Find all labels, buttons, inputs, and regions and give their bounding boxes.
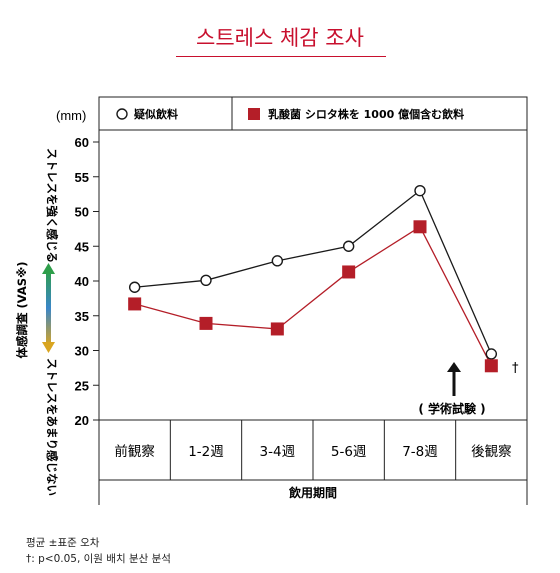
- placebo-point: [200, 274, 212, 287]
- exam-annotation: ( 学術試験 ): [418, 362, 486, 416]
- y-axis-arrow-up-head: [42, 263, 55, 274]
- y-tick-label: 50: [75, 205, 89, 220]
- y-tick-label: 35: [75, 309, 89, 324]
- y-axis-bottom-label: ストレスをあまり感じない: [45, 358, 59, 496]
- category-label: 後観察: [471, 443, 512, 460]
- series-layer: [128, 184, 498, 373]
- active-point: [342, 265, 356, 279]
- legend-placebo-label: 疑似飲料: [134, 107, 178, 121]
- y-tick-label: 30: [75, 344, 89, 359]
- y-tick-label: 45: [75, 239, 89, 254]
- placebo-point: [414, 184, 426, 197]
- placebo-point: [485, 348, 498, 360]
- y-axis-arrow-down-head: [42, 342, 55, 353]
- category-label: 前観察: [114, 443, 155, 460]
- y-axis-top-label: ストレスを強く感じる: [45, 148, 59, 263]
- active-point: [270, 322, 284, 336]
- placebo-point: [342, 240, 355, 252]
- chart: (mm) 疑似飲料 乳酸菌 シロタ株を 1000 億個含む飲料 ストレスを強く感…: [15, 96, 528, 505]
- exam-label: ( 学術試験 ): [418, 401, 485, 416]
- category-label: 3-4週: [260, 444, 296, 460]
- title-divider: [176, 56, 386, 57]
- y-tick-label: 55: [75, 170, 89, 185]
- footnotes: 평균 ±표준 오차 †: p<0.05, 이원 배치 분산 분석: [26, 535, 171, 567]
- page-title: 스트레스 체감 조사: [196, 26, 364, 50]
- category-label: 5-6週: [331, 444, 367, 460]
- footnote-mean-se: 평균 ±표준 오차: [26, 537, 100, 549]
- legend-active-label: 乳酸菌 シロタ株を 1000 億個含む飲料: [268, 107, 464, 121]
- y-tick-label: 60: [75, 135, 89, 150]
- y-tick-label: 25: [75, 378, 89, 393]
- x-axis-title: 飲用期間: [288, 485, 337, 500]
- legend: (mm) 疑似飲料 乳酸菌 シロタ株を 1000 億個含む飲料: [56, 96, 528, 131]
- x-categories: 前観察 1-2週 3-4週 5-6週 7-8週 後観察: [114, 420, 512, 480]
- significance-mark: †: [512, 361, 519, 376]
- y-tick-label: 20: [75, 413, 89, 428]
- y-axis-gradient-arrow: [46, 270, 51, 346]
- y-axis-title: 体感調査 (VAS※): [15, 262, 29, 359]
- category-label: 1-2週: [188, 444, 224, 460]
- y-ticks: 20 25 30 35 40 45 50 55 60: [75, 135, 99, 428]
- active-point: [484, 359, 498, 373]
- placebo-point: [128, 281, 141, 293]
- placebo-point: [271, 255, 284, 267]
- y-axis-labels: ストレスを強く感じる ストレスをあまり感じない 体感調査 (VAS※): [15, 148, 59, 496]
- active-point: [413, 220, 427, 234]
- active-point: [128, 297, 142, 311]
- footnote-significance: †: p<0.05, 이원 배치 분산 분석: [26, 553, 171, 565]
- legend-placebo-marker: [116, 108, 128, 120]
- series-line-active: [134, 225, 492, 367]
- y-tick-label: 40: [75, 274, 89, 289]
- unit-label: (mm): [56, 108, 86, 123]
- exam-arrow-head: [447, 362, 461, 372]
- series-line-placebo: [134, 189, 492, 355]
- category-label: 7-8週: [402, 444, 438, 460]
- active-point: [199, 316, 213, 330]
- legend-box: [98, 96, 528, 131]
- legend-active-marker: [248, 108, 260, 120]
